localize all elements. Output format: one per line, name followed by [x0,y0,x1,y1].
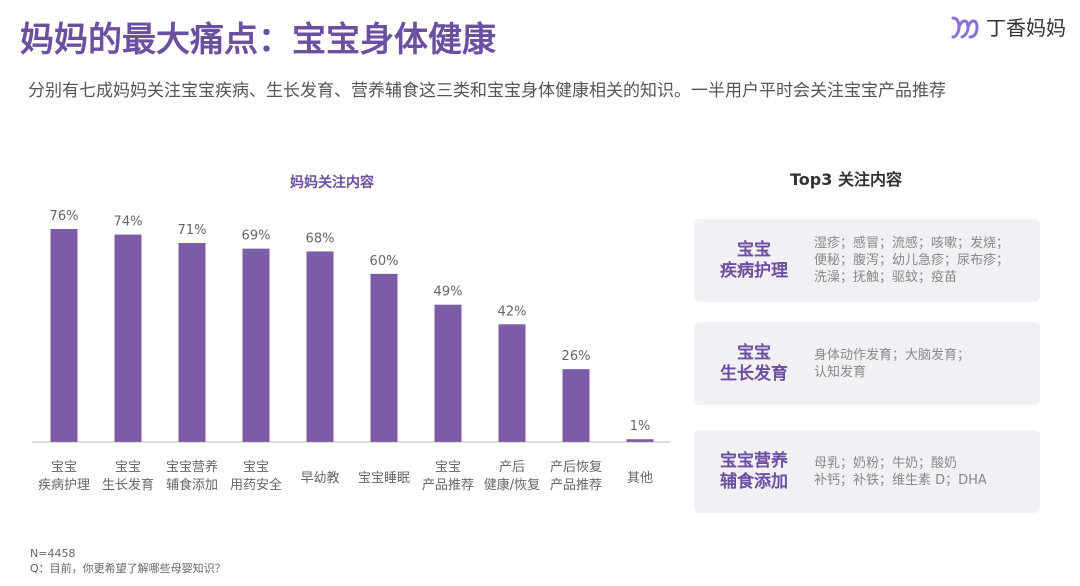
value-label: 26% [562,349,591,364]
bar [50,229,78,442]
value-label: 49% [434,285,463,300]
card-heading: 宝宝 疾病护理 [720,239,788,281]
card-detail: 母乳；奶粉；牛奶；酸奶 补钙；补铁；维生素 D；DHA [814,455,987,488]
top3-card: 宝宝 疾病护理 湿疹；感冒；流感；咳嗽；发烧； 便秘；腹泻；幼儿急疹；尿布疹； 洗澡；抚… [694,219,1040,302]
bar [562,369,590,442]
bar [626,439,654,442]
bar [306,251,334,442]
chart-title: 妈妈关注内容 [290,175,374,191]
sample-size: N=4458 [30,547,76,560]
bar [370,273,398,442]
value-label: 71% [178,223,207,238]
card-heading: 宝宝营养 辅食添加 [720,450,788,492]
bar [114,234,142,442]
category-label: 疾病护理 [38,478,90,493]
category-label: 宝宝睡眠 [358,471,410,486]
subtitle: 分别有七成妈妈关注宝宝疾病、生长发育、营养辅食这三类和宝宝身体健康相关的知识。一… [28,81,946,101]
bar [434,304,462,442]
bar [178,243,206,442]
footnote: N=4458 Q：目前，你更希望了解哪些母婴知识？ [30,546,226,576]
top3-card: 宝宝 生长发育 身体动作发育；大脑发育； 认知发育 [694,322,1040,405]
value-label: 76% [50,209,79,224]
category-label: 宝宝 [243,460,269,475]
category-label: 生长发育 [102,477,154,493]
category-label: 宝宝 [51,460,77,475]
top3-title: Top3 关注内容 [790,170,902,189]
logo: 丁香妈妈 [950,12,1066,41]
category-label: 辅食添加 [166,477,218,493]
category-label: 产后恢复 [550,460,602,475]
category-label: 用药安全 [230,477,282,493]
value-label: 42% [498,304,527,319]
category-label: 宝宝 [115,460,141,475]
value-label: 68% [306,231,335,246]
top3-card: 宝宝营养 辅食添加 母乳；奶粉；牛奶；酸奶 补钙；补铁；维生素 D；DHA [694,430,1040,513]
category-label: 产后 [499,460,525,475]
category-label: 宝宝 [435,460,461,475]
logo-text: 丁香妈妈 [986,16,1066,40]
bar [498,324,526,442]
category-label: 早幼教 [300,470,339,486]
logo-icon [951,16,979,38]
card-detail: 湿疹；感冒；流感；咳嗽；发烧； 便秘；腹泻；幼儿急疹；尿布疹； 洗澡；抚触；驱蚊；疫… [814,236,1010,285]
category-label: 健康/恢复 [484,477,540,493]
card-heading: 宝宝 生长发育 [720,342,788,384]
category-label: 其他 [627,471,653,486]
survey-question: Q：目前，你更希望了解哪些母婴知识？ [30,562,226,575]
bar [242,248,270,442]
card-detail: 身体动作发育；大脑发育； 认知发育 [814,347,971,380]
page-title: 妈妈的最大痛点：宝宝身体健康 [20,20,496,60]
value-label: 1% [630,419,651,434]
value-label: 69% [242,229,271,244]
value-label: 60% [370,254,399,269]
category-label: 宝宝营养 [166,459,218,475]
category-label: 产品推荐 [550,478,602,493]
category-label: 产品推荐 [422,478,474,493]
value-label: 74% [114,215,143,230]
